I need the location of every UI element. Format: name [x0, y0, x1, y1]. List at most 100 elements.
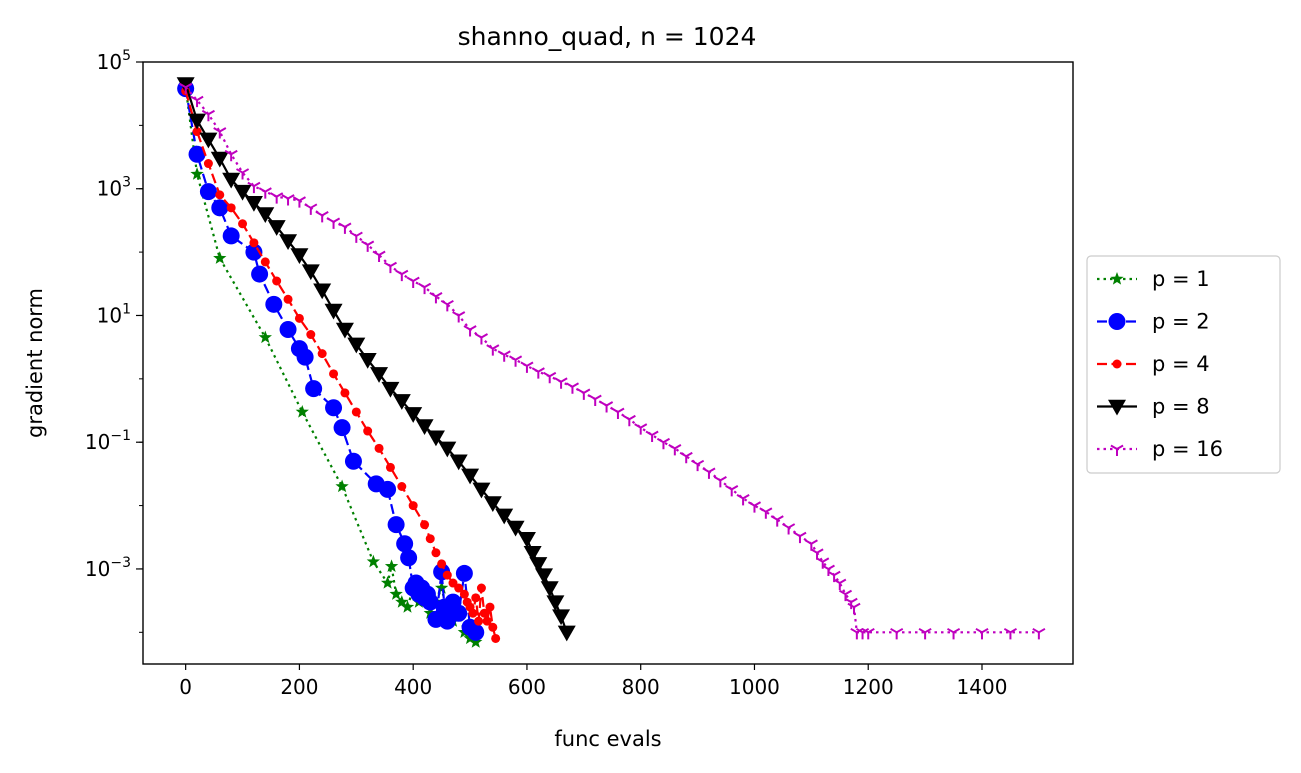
data-point [471, 593, 481, 603]
data-point [517, 531, 536, 548]
data-point [554, 377, 568, 389]
legend-box [1086, 255, 1281, 474]
series-p-4 [181, 86, 501, 643]
x-tick-label: 200 [280, 675, 318, 699]
x-tick-label: 1000 [729, 675, 780, 699]
series-line [184, 83, 568, 633]
data-point [395, 269, 409, 282]
data-point [324, 303, 343, 320]
data-point [546, 595, 565, 612]
data-point [384, 559, 399, 572]
data-point [540, 581, 559, 598]
data-point [454, 583, 464, 593]
data-point [759, 507, 773, 519]
x-axis-label: func evals [554, 727, 661, 751]
data-point [176, 77, 195, 93]
data-point [213, 251, 227, 264]
data-point [396, 535, 414, 553]
data-point [344, 452, 362, 470]
data-point [333, 419, 351, 437]
data-point [244, 196, 263, 212]
data-point [283, 294, 293, 304]
data-point [406, 276, 420, 288]
data-point [226, 203, 236, 213]
data-point [450, 604, 468, 622]
data-point [645, 430, 659, 442]
data-point [295, 404, 309, 418]
y-axis-label: gradient norm [23, 288, 47, 438]
data-point [366, 554, 381, 568]
data-point [535, 568, 554, 585]
data-point [301, 264, 320, 281]
data-point [679, 451, 693, 464]
data-point [400, 600, 415, 613]
legend: p = 1 p = 2 p = 4 p = 8 p = 16 [1086, 255, 1281, 474]
data-point [340, 388, 350, 398]
data-point [861, 627, 875, 640]
x-tick-label: 1400 [957, 675, 1008, 699]
y-tick-label: 105 [97, 48, 131, 74]
data-point [335, 479, 349, 493]
data-point [247, 181, 261, 194]
data-point [306, 330, 316, 340]
data-point [770, 515, 784, 527]
data-point [691, 459, 705, 472]
data-point [1032, 627, 1046, 640]
data-point [363, 426, 373, 436]
data-point [520, 361, 534, 373]
data-point [467, 623, 485, 641]
data-point [358, 353, 377, 369]
legend-item: p = 16 [1097, 437, 1223, 461]
data-point [827, 570, 841, 583]
data-point [238, 219, 248, 229]
data-point [215, 190, 225, 200]
data-point [408, 501, 418, 511]
y-axis: 10−3 10−1 101 103 105 [85, 48, 143, 633]
data-point [317, 349, 327, 359]
data-point [523, 546, 542, 562]
data-point [258, 330, 272, 344]
data-point [281, 194, 295, 206]
series-line [184, 86, 1039, 634]
data-point [188, 145, 206, 163]
data-point [474, 333, 489, 345]
data-point [415, 419, 434, 436]
data-point [224, 149, 238, 162]
data-point [260, 257, 270, 267]
data-point [421, 593, 439, 611]
data-point [975, 627, 989, 640]
data-point [440, 299, 454, 312]
data-point [315, 210, 329, 223]
data-point [668, 443, 682, 456]
data-point [434, 581, 449, 594]
data-point [1003, 627, 1017, 640]
data-point [442, 570, 452, 580]
data-point [793, 531, 807, 544]
data-point [656, 437, 671, 450]
legend-item: p = 8 [1097, 395, 1210, 419]
data-point [404, 407, 423, 423]
data-point [379, 480, 397, 498]
data-point [372, 250, 386, 263]
data-point [552, 609, 571, 626]
data-point [211, 199, 229, 217]
data-point [557, 625, 576, 642]
data-point [847, 602, 861, 615]
data-point [468, 608, 478, 618]
data-point [600, 401, 614, 413]
data-point [423, 606, 437, 619]
data-point [279, 321, 297, 339]
data-point [190, 167, 204, 180]
x-tick-label: 400 [394, 675, 432, 699]
data-point [387, 516, 405, 534]
data-point [222, 172, 241, 189]
data-point [296, 348, 314, 366]
data-point [531, 367, 545, 379]
data-point [361, 240, 375, 252]
data-point [256, 207, 275, 223]
data-point [449, 454, 468, 471]
data-point [417, 282, 432, 295]
data-point [488, 622, 498, 632]
series-line [184, 90, 497, 639]
x-tick-label: 600 [508, 675, 546, 699]
